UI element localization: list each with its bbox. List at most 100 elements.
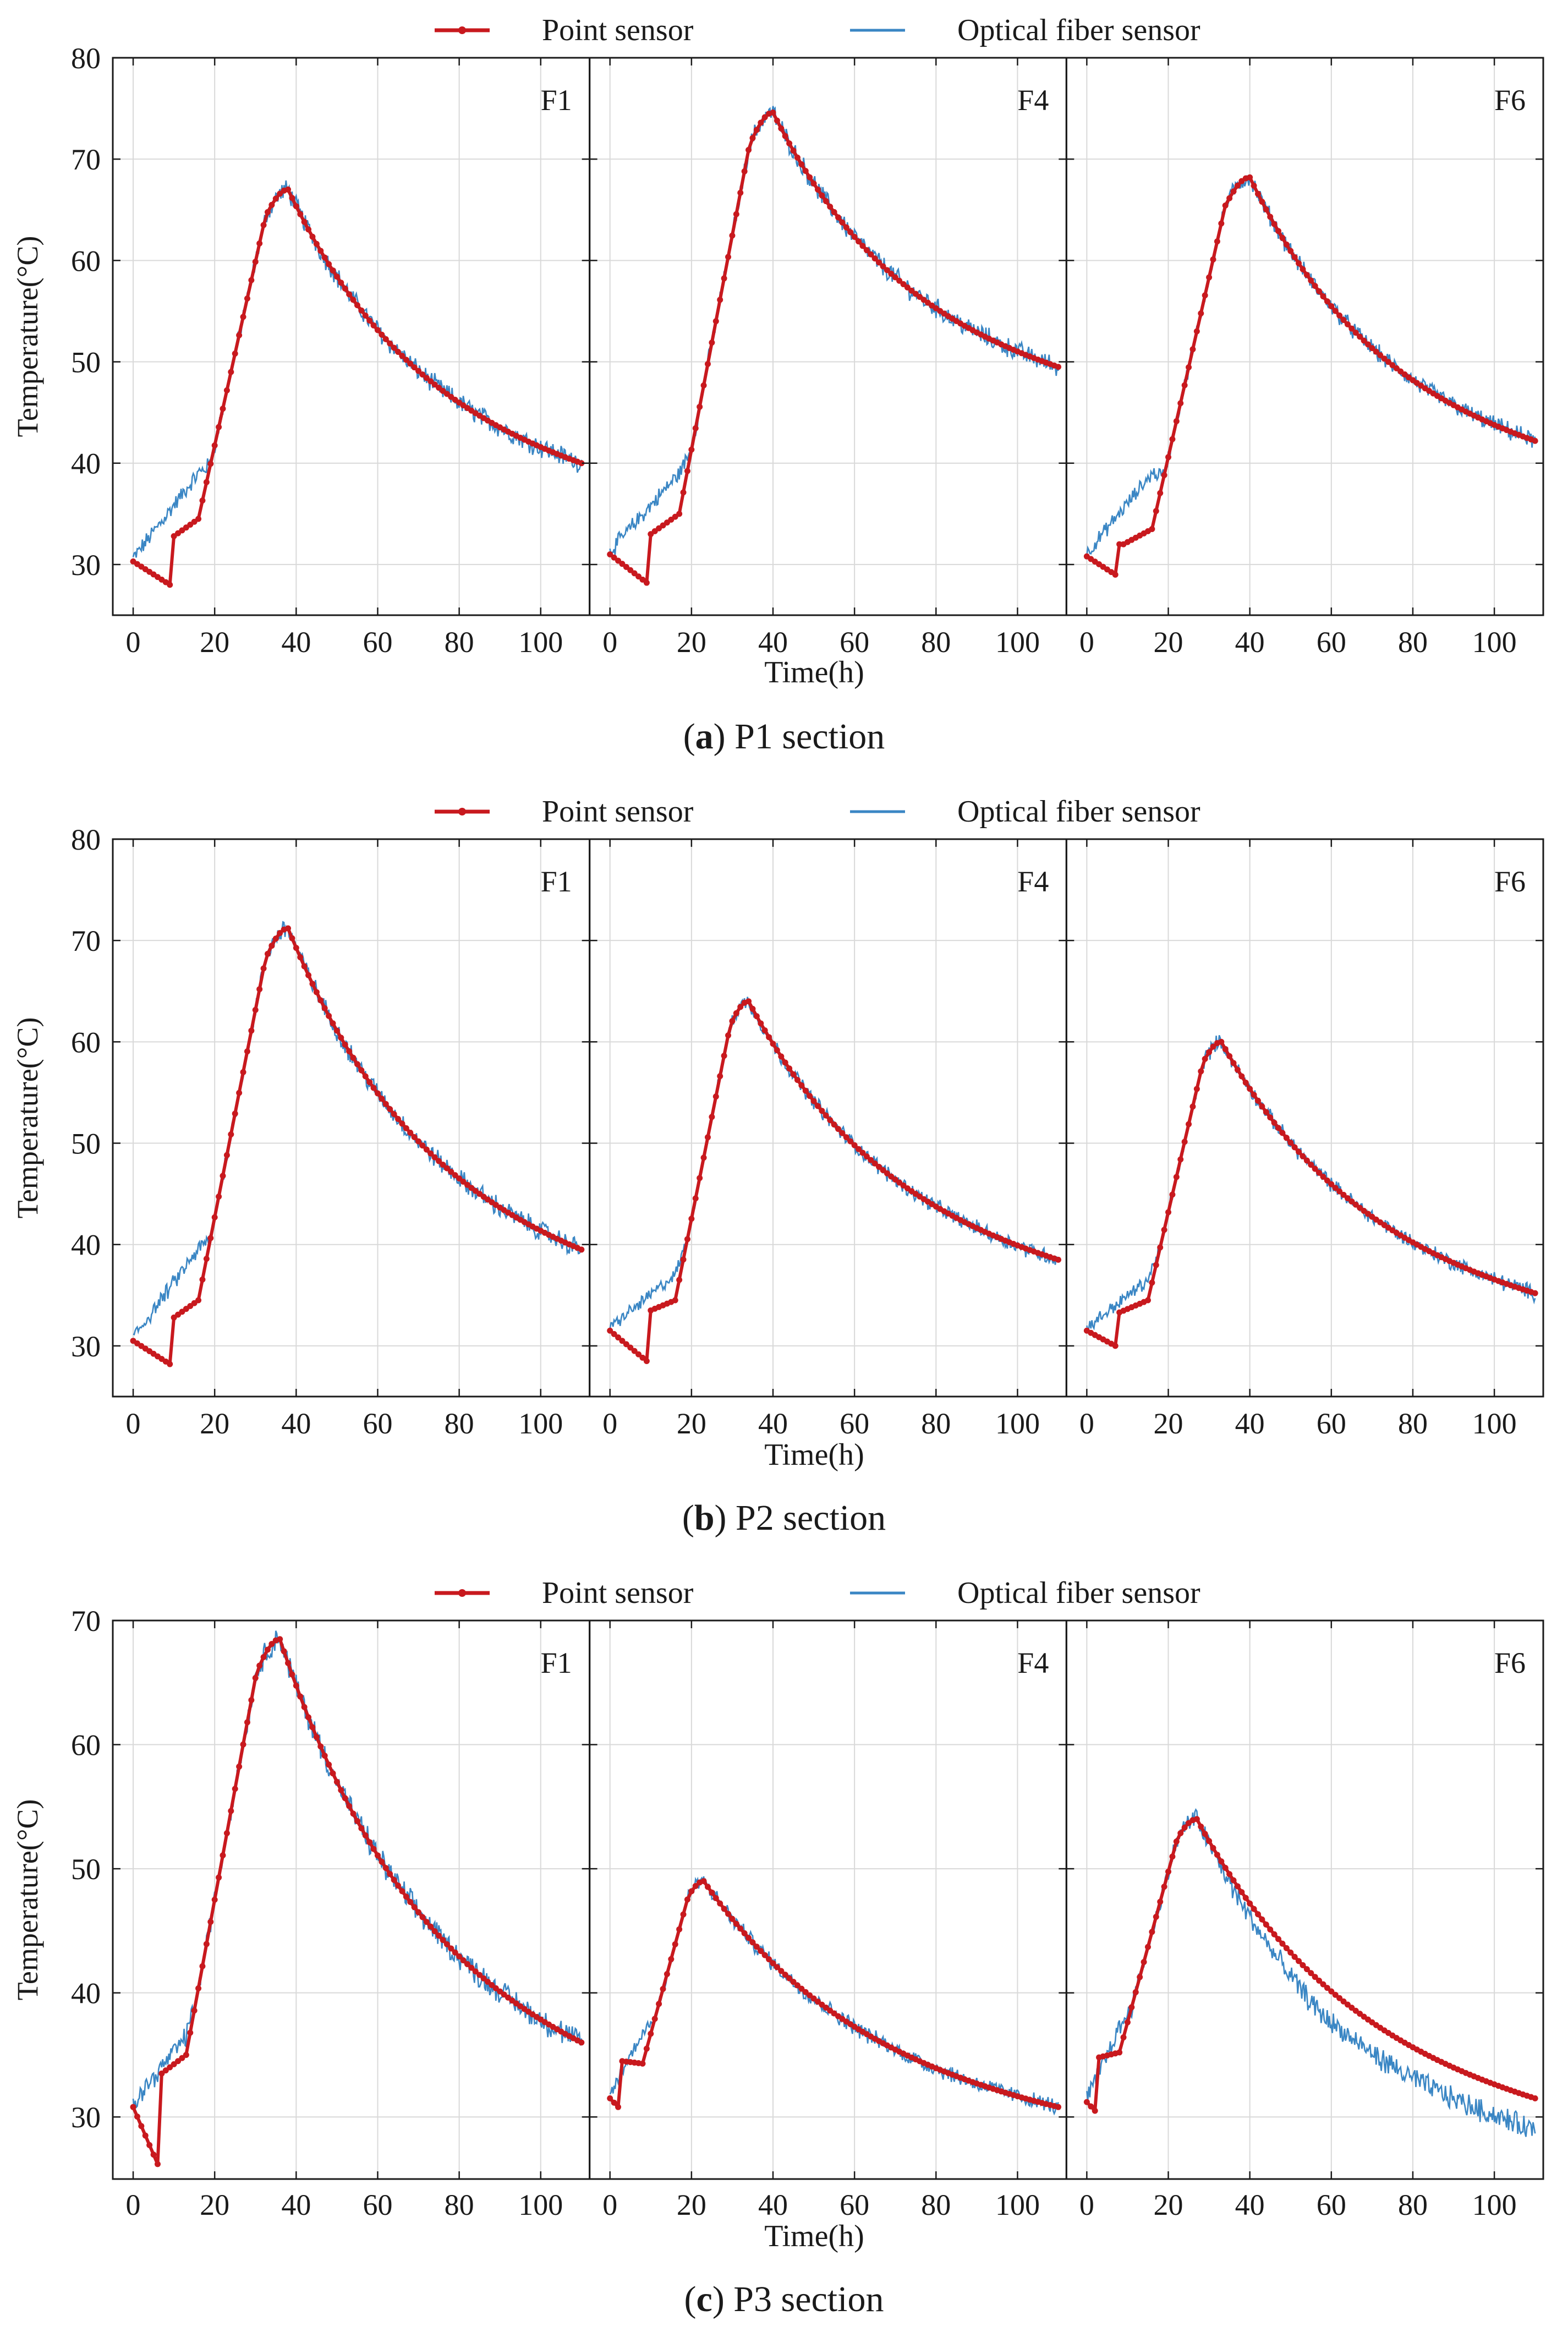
point-sensor-marker bbox=[733, 1920, 739, 1927]
y-tick-label: 30 bbox=[71, 549, 101, 582]
legend-point-sensor-label: Point sensor bbox=[542, 13, 694, 47]
point-sensor-marker bbox=[199, 497, 206, 504]
x-tick-label: 100 bbox=[1472, 626, 1517, 659]
point-sensor-marker bbox=[399, 353, 405, 359]
point-sensor-marker bbox=[423, 1919, 430, 1925]
caption-paren-open: ( bbox=[684, 2279, 697, 2319]
point-sensor-marker bbox=[240, 1741, 246, 1748]
point-sensor-marker bbox=[1296, 1148, 1302, 1155]
x-tick-label: 60 bbox=[1317, 626, 1346, 659]
point-sensor-marker bbox=[167, 1361, 173, 1367]
point-sensor-marker bbox=[680, 1256, 687, 1263]
series-point-sensor bbox=[1085, 176, 1536, 577]
point-sensor-marker bbox=[774, 1964, 780, 1970]
point-sensor-marker bbox=[293, 945, 299, 951]
x-tick-label: 20 bbox=[677, 2188, 706, 2221]
point-sensor-marker bbox=[802, 1989, 809, 1995]
point-sensor-markers bbox=[130, 186, 585, 588]
x-tick-label: 40 bbox=[758, 2188, 788, 2221]
point-sensor-marker bbox=[1275, 1125, 1282, 1131]
y-tick-label: 50 bbox=[71, 1853, 101, 1886]
point-sensor-marker bbox=[309, 981, 316, 987]
point-sensor-marker bbox=[1222, 1046, 1229, 1053]
point-sensor-marker bbox=[1340, 1191, 1347, 1198]
point-sensor-marker bbox=[415, 1909, 422, 1915]
x-tick-label: 80 bbox=[921, 1407, 951, 1440]
point-sensor-marker bbox=[1238, 1073, 1245, 1080]
point-sensor-marker bbox=[264, 1646, 271, 1653]
caption-paren-open: ( bbox=[682, 1498, 694, 1538]
caption-paren-close: ) bbox=[715, 1498, 727, 1538]
point-sensor-marker bbox=[615, 557, 622, 564]
point-sensor-marker bbox=[1344, 1195, 1351, 1202]
point-sensor-marker bbox=[1202, 1055, 1208, 1062]
point-sensor-marker bbox=[794, 154, 801, 161]
caption-letter: b bbox=[694, 1498, 715, 1538]
point-sensor-marker bbox=[333, 1778, 340, 1785]
point-sensor-marker bbox=[798, 1985, 805, 1992]
point-sensor-marker bbox=[211, 1896, 218, 1903]
point-sensor-marker bbox=[395, 348, 402, 355]
point-sensor-marker bbox=[1173, 418, 1180, 424]
point-sensor-marker bbox=[871, 1160, 878, 1167]
point-sensor-marker bbox=[1218, 1038, 1225, 1045]
point-sensor-marker bbox=[1226, 1053, 1233, 1059]
point-sensor-marker bbox=[1088, 2103, 1094, 2110]
point-sensor-marker bbox=[619, 561, 626, 567]
point-sensor-marker bbox=[672, 1297, 678, 1304]
point-sensor-marker bbox=[761, 114, 768, 121]
point-sensor-marker bbox=[256, 986, 263, 993]
point-sensor-marker bbox=[692, 425, 699, 431]
point-sensor-marker bbox=[415, 1138, 422, 1145]
point-sensor-marker bbox=[330, 267, 336, 274]
point-sensor-marker bbox=[379, 1096, 385, 1102]
point-sensor-marker bbox=[856, 238, 862, 245]
point-sensor-marker bbox=[419, 371, 426, 378]
panel-f1: 0 20 40 60 80 100 F1 bbox=[112, 838, 591, 1440]
x-axis-label: Time(h) bbox=[764, 655, 864, 689]
legend-point-sensor-marker bbox=[458, 26, 466, 34]
point-sensor-marker bbox=[321, 1005, 328, 1011]
point-sensor-marker bbox=[1336, 1995, 1343, 2001]
y-tick-label: 60 bbox=[71, 244, 101, 277]
point-sensor-marker bbox=[1251, 1092, 1257, 1098]
panel-f6: 0 20 40 60 80 100 F6 bbox=[1065, 1619, 1544, 2221]
point-sensor-marker bbox=[1202, 292, 1208, 299]
point-sensor-marker bbox=[293, 1682, 299, 1689]
point-sensor-marker bbox=[326, 1761, 332, 1768]
point-sensor-marker bbox=[745, 147, 752, 154]
point-sensor-marker bbox=[1287, 1949, 1294, 1956]
x-tick-label: 20 bbox=[200, 626, 229, 659]
point-sensor-marker bbox=[130, 2104, 136, 2110]
panel-label: F4 bbox=[1017, 865, 1049, 898]
point-sensor-marker bbox=[489, 1982, 495, 1989]
point-sensor-marker bbox=[448, 1168, 454, 1175]
point-sensor-marker bbox=[611, 554, 617, 561]
point-sensor-marker bbox=[313, 1734, 320, 1740]
point-sensor-marker bbox=[807, 1093, 813, 1099]
point-sensor-marker bbox=[831, 1121, 837, 1128]
point-sensor-marker bbox=[321, 254, 328, 261]
point-sensor-markers bbox=[130, 925, 585, 1367]
point-sensor-marker bbox=[1153, 1262, 1159, 1268]
legend-point-sensor-label: Point sensor bbox=[542, 1576, 694, 1610]
panel-f4: 0 20 40 60 80 100 F4 bbox=[589, 838, 1067, 1440]
point-sensor-marker bbox=[607, 551, 613, 557]
point-sensor-marker bbox=[387, 340, 393, 347]
point-sensor-marker bbox=[758, 1948, 764, 1955]
point-sensor-marker bbox=[884, 267, 890, 273]
point-sensor-marker bbox=[697, 1175, 703, 1181]
point-sensor-marker bbox=[741, 1930, 748, 1936]
grid bbox=[113, 1620, 590, 2179]
point-sensor-marker bbox=[1198, 1823, 1204, 1830]
point-sensor-marker bbox=[216, 1874, 222, 1881]
point-sensor-marker bbox=[1361, 337, 1367, 344]
panel-label: F1 bbox=[541, 84, 572, 117]
point-sensor-marker bbox=[391, 1876, 397, 1883]
point-sensor-marker bbox=[240, 314, 246, 320]
point-sensor-marker bbox=[827, 204, 834, 210]
x-tick-label: 60 bbox=[840, 2188, 869, 2221]
x-tick-label: 20 bbox=[200, 2188, 229, 2221]
y-tick-label: 40 bbox=[71, 1229, 101, 1262]
point-sensor-marker bbox=[232, 351, 238, 357]
